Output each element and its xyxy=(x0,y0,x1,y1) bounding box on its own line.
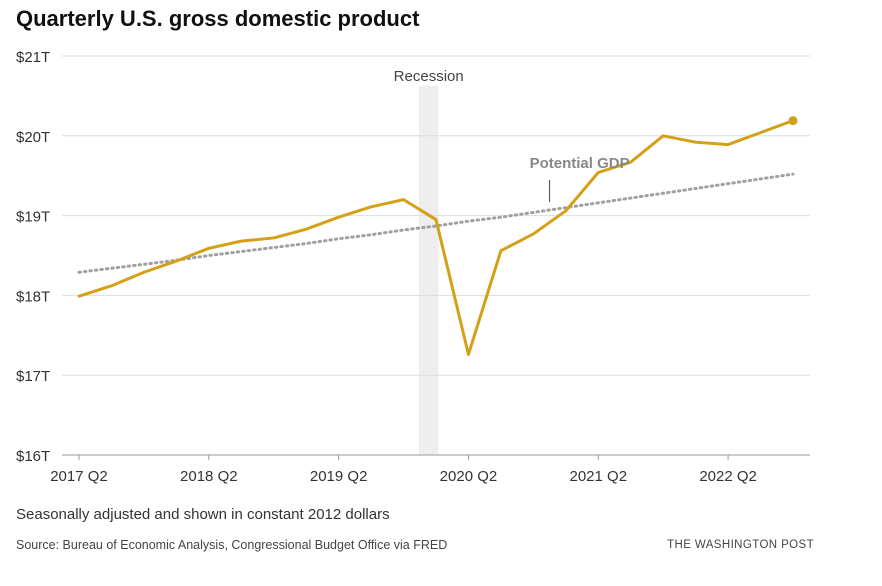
y-axis-ticks: $16T $17T $18T $19T $20T $21T xyxy=(16,49,50,465)
y-tick-label: $19T xyxy=(16,209,50,226)
chart-title: Quarterly U.S. gross domestic product xyxy=(16,6,420,31)
annotations: Potential GDP xyxy=(530,155,630,203)
x-tick-label: 2022 Q2 xyxy=(699,468,757,485)
potential-gdp-label: Potential GDP xyxy=(530,155,630,172)
y-tick-label: $18T xyxy=(16,288,50,305)
recession-band xyxy=(418,86,439,455)
gdp-line-chart: Recession $16T $17T $18T $19T $20T $21T 2017 … xyxy=(16,49,810,485)
x-tick-label: 2020 Q2 xyxy=(440,468,498,485)
y-tick-label: $16T xyxy=(16,448,50,465)
publisher-credit: THE WASHINGTON POST xyxy=(667,539,814,551)
x-axis-ticks: 2017 Q2 2018 Q2 2019 Q2 2020 Q2 2021 Q2 2022 … xyxy=(50,455,757,485)
source-note: Source: Bureau of Economic Analysis, Con… xyxy=(16,538,448,552)
y-tick-label: $21T xyxy=(16,49,50,66)
x-tick-label: 2017 Q2 xyxy=(50,468,108,485)
recession-layer: Recession xyxy=(394,68,464,455)
chart-subtitle: Seasonally adjusted and shown in constan… xyxy=(16,506,390,523)
gdp-line xyxy=(77,119,795,356)
x-tick-label: 2019 Q2 xyxy=(310,468,368,485)
series-layer xyxy=(77,116,798,356)
x-tick-label: 2021 Q2 xyxy=(569,468,627,485)
recession-label: Recession xyxy=(394,68,464,85)
gridlines xyxy=(62,55,810,456)
y-tick-label: $20T xyxy=(16,129,50,146)
gdp-latest-point xyxy=(788,116,798,126)
y-tick-label: $17T xyxy=(16,368,50,385)
x-tick-label: 2018 Q2 xyxy=(180,468,238,485)
